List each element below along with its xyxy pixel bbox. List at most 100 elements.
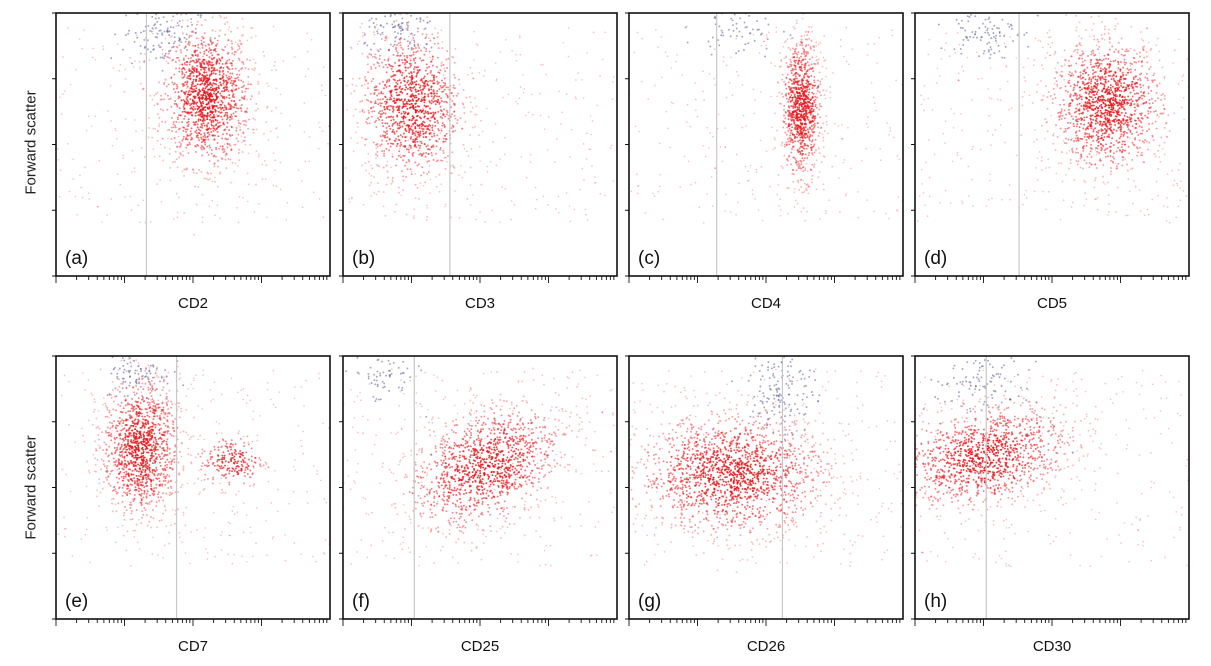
event-dot [272, 25, 275, 28]
event-dot [444, 167, 447, 170]
event-dot [1078, 42, 1081, 44]
event-dot [999, 88, 1001, 90]
event-dot [810, 149, 813, 152]
event-dot [194, 44, 197, 47]
event-dot [414, 161, 417, 164]
event-dot [212, 79, 215, 82]
event-dot [430, 134, 433, 136]
event-dot [190, 127, 193, 130]
event-dot [810, 128, 813, 131]
event-dot [794, 61, 797, 64]
event-dot [811, 30, 814, 33]
event-dot [122, 48, 124, 51]
event-dot [127, 32, 130, 35]
event-dot [766, 38, 769, 41]
event-dot [377, 50, 380, 53]
event-dot [360, 22, 363, 25]
event-dot [775, 31, 777, 33]
event-dot [813, 79, 816, 82]
event-dot [590, 133, 592, 136]
event-dot [183, 168, 186, 171]
event-dot [247, 183, 250, 185]
event-dot [431, 124, 434, 127]
event-dot [74, 195, 77, 198]
event-dot [135, 34, 138, 36]
event-dot [807, 192, 810, 195]
event-dot [153, 24, 156, 27]
event-dot [437, 121, 440, 124]
event-dot [215, 105, 218, 108]
event-dot [139, 221, 141, 224]
event-dot [201, 46, 204, 49]
event-dot [429, 71, 432, 74]
event-dot [793, 93, 796, 96]
event-dot [1140, 61, 1143, 64]
event-dot [197, 96, 200, 99]
event-dot [679, 186, 681, 188]
event-dot [813, 151, 816, 154]
event-dot [406, 40, 409, 43]
event-dot [467, 154, 470, 157]
event-dot [394, 25, 397, 28]
event-dot [185, 33, 188, 36]
event-dot [1149, 49, 1152, 52]
event-dot [211, 64, 214, 67]
event-dot [212, 113, 215, 116]
event-dot [718, 44, 721, 47]
event-dot [221, 63, 224, 65]
event-dot [1147, 213, 1150, 216]
event-dot [201, 89, 204, 92]
event-dot [428, 100, 431, 103]
event-dot [172, 123, 175, 126]
event-dot [444, 84, 446, 87]
event-dot [778, 205, 780, 207]
event-dot [407, 83, 410, 86]
event-dot [206, 118, 209, 121]
event-dot [125, 34, 127, 36]
event-dot [219, 83, 222, 86]
event-dot [735, 70, 738, 73]
event-dot [200, 24, 203, 27]
event-dot [425, 125, 428, 128]
event-dot [798, 104, 801, 107]
event-dot [1120, 37, 1123, 40]
event-dot [226, 114, 229, 117]
event-dot [568, 205, 571, 207]
event-dot [611, 80, 614, 83]
event-dot [1081, 57, 1084, 60]
event-dot [1108, 203, 1111, 205]
event-dot [174, 100, 177, 103]
event-dot [423, 116, 426, 119]
event-dot [1069, 85, 1072, 87]
event-dot [730, 17, 733, 20]
event-dot [226, 21, 229, 24]
event-dot [156, 103, 159, 106]
event-dot [1172, 62, 1175, 64]
event-dot [231, 161, 234, 164]
event-dot [197, 119, 200, 122]
event-dot [418, 153, 421, 156]
event-dot [199, 16, 202, 19]
event-dot [367, 109, 370, 112]
event-dot [406, 29, 409, 32]
event-dot [218, 121, 221, 124]
event-dot [472, 77, 475, 80]
event-dot [1128, 116, 1131, 119]
event-dot [804, 64, 807, 67]
event-dot [1032, 64, 1035, 66]
event-dot [1146, 208, 1149, 211]
event-dot [801, 145, 804, 148]
event-dot [382, 66, 385, 69]
event-dot [995, 42, 998, 44]
event-dot [730, 56, 732, 59]
event-dot [793, 149, 795, 151]
event-dot [178, 141, 181, 144]
event-dot [203, 92, 206, 95]
event-dot [235, 84, 238, 87]
event-dot [81, 47, 83, 50]
event-dot [167, 62, 170, 65]
event-dot [922, 192, 925, 194]
event-dot [412, 99, 415, 102]
event-dot [1144, 76, 1147, 79]
event-dot [450, 92, 453, 94]
